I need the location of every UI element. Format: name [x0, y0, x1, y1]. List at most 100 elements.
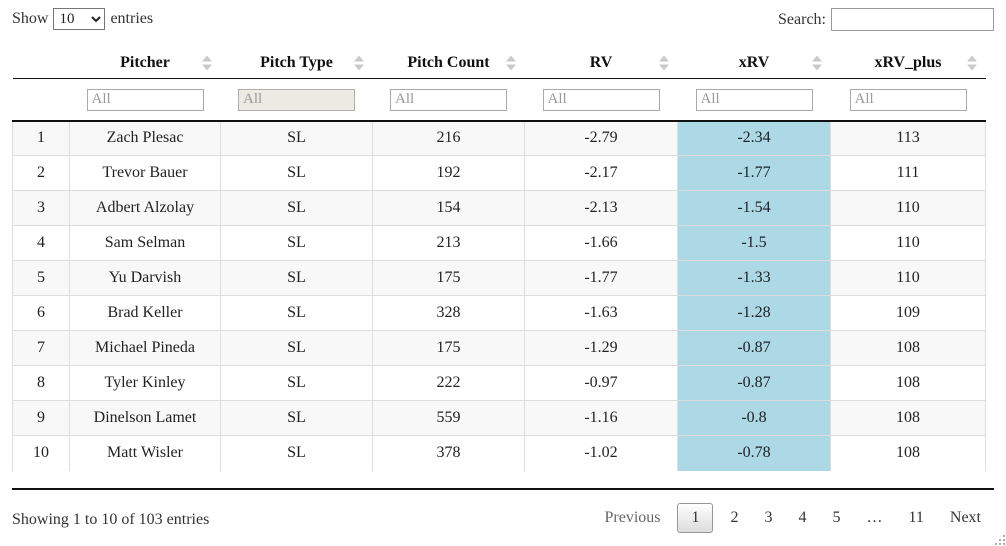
page-button-3[interactable]: 3 [764, 508, 773, 526]
pitch-count-cell: 378 [372, 435, 525, 471]
table-controls: Show 10 entries Search: [12, 8, 994, 42]
datatable-widget: Show 10 entries Search: Pitcher Pi [12, 8, 994, 533]
rv-cell: -2.79 [524, 120, 678, 156]
xrv-filter-input[interactable] [695, 88, 813, 111]
column-header-xrv-plus[interactable]: xRV_plus [830, 48, 986, 79]
column-header-label: xRV [738, 53, 770, 71]
pitch-type-cell: SL [220, 400, 373, 436]
pitcher-cell: Dinelson Lamet [69, 400, 221, 436]
pitch-type-cell: SL [220, 225, 373, 261]
xrv-cell-highlighted: -0.87 [677, 330, 831, 366]
sort-arrows-icon [505, 55, 516, 71]
pitch-count-cell: 192 [372, 155, 525, 191]
column-header-label: xRV_plus [874, 53, 942, 71]
xrv-cell-highlighted: -1.5 [677, 225, 831, 261]
resize-grip-icon[interactable] [994, 534, 1005, 545]
xrv-cell-highlighted: -0.78 [677, 435, 831, 471]
sort-descending-icon [966, 64, 977, 71]
table-row: 6 Brad Keller SL 328 -1.63 -1.28 109 [12, 295, 986, 331]
rank-cell: 10 [12, 435, 70, 471]
rv-cell: -1.77 [524, 260, 678, 296]
pitcher-filter-input[interactable] [86, 88, 204, 111]
column-header-pitch-type[interactable]: Pitch Type [220, 48, 373, 79]
search-label: Search: [778, 10, 826, 28]
sort-ascending-icon [966, 55, 977, 62]
pitcher-cell: Sam Selman [69, 225, 221, 261]
rv-cell: -1.29 [524, 330, 678, 366]
column-header-label: Pitch Type [260, 53, 333, 71]
table-row: 9 Dinelson Lamet SL 559 -1.16 -0.8 108 [12, 400, 986, 436]
xrv-plus-cell: 108 [830, 400, 986, 436]
filter-cell-pitch-count [372, 78, 525, 122]
next-page-button[interactable]: Next [949, 508, 981, 526]
sort-ascending-icon [353, 55, 364, 62]
table-row: 3 Adbert Alzolay SL 154 -2.13 -1.54 110 [12, 190, 986, 226]
xrv-plus-filter-input[interactable] [849, 88, 967, 111]
column-header-pitch-count[interactable]: Pitch Count [372, 48, 525, 79]
column-header-rv[interactable]: RV [524, 48, 678, 79]
sort-ascending-icon [201, 55, 212, 62]
page-length-select[interactable]: 10 [53, 8, 106, 30]
pitch-count-cell: 559 [372, 400, 525, 436]
pitcher-cell: Zach Plesac [69, 120, 221, 156]
rv-filter-input[interactable] [542, 88, 660, 111]
sort-descending-icon [811, 64, 822, 71]
rank-cell: 9 [12, 400, 70, 436]
pagination: Previous 1 2 3 4 5 … 11 Next [591, 502, 994, 533]
filter-cell-rank [12, 78, 70, 122]
rv-cell: -1.02 [524, 435, 678, 471]
xrv-cell-highlighted: -0.8 [677, 400, 831, 436]
column-header-pitcher[interactable]: Pitcher [69, 48, 221, 79]
sort-arrows-icon [201, 55, 212, 71]
pitcher-cell: Trevor Bauer [69, 155, 221, 191]
page-button-4[interactable]: 4 [798, 508, 807, 526]
pitch-count-cell: 175 [372, 260, 525, 296]
page-button-1[interactable]: 1 [677, 502, 714, 533]
pitch-count-cell: 154 [372, 190, 525, 226]
column-header-xrv[interactable]: xRV [677, 48, 831, 79]
pitcher-cell: Michael Pineda [69, 330, 221, 366]
xrv-cell-highlighted: -0.87 [677, 365, 831, 401]
page-button-11[interactable]: 11 [908, 508, 924, 526]
sort-arrows-icon [811, 55, 822, 71]
table-row: 2 Trevor Bauer SL 192 -2.17 -1.77 111 [12, 155, 986, 191]
column-header-label: RV [589, 53, 613, 71]
rank-cell: 6 [12, 295, 70, 331]
pitcher-cell: Adbert Alzolay [69, 190, 221, 226]
filter-cell-rv [524, 78, 678, 122]
pitch-type-cell: SL [220, 295, 373, 331]
previous-page-button[interactable]: Previous [604, 508, 661, 526]
search-input[interactable] [831, 8, 994, 31]
pitch-count-cell: 216 [372, 120, 525, 156]
filter-cell-xrv-plus [830, 78, 986, 122]
filter-cell-pitch-type [220, 78, 373, 122]
pitch-count-cell: 222 [372, 365, 525, 401]
sort-descending-icon [505, 64, 516, 71]
pitch-count-filter-input[interactable] [390, 88, 507, 111]
rv-cell: -2.13 [524, 190, 678, 226]
page-button-5[interactable]: 5 [832, 508, 841, 526]
pitch-type-filter-input[interactable] [238, 88, 355, 111]
sort-ascending-icon [811, 55, 822, 62]
xrv-plus-cell: 108 [830, 365, 986, 401]
page-button-2[interactable]: 2 [730, 508, 739, 526]
pitch-count-cell: 213 [372, 225, 525, 261]
sort-arrows-icon [966, 55, 977, 71]
rv-cell: -1.16 [524, 400, 678, 436]
xrv-plus-cell: 108 [830, 435, 986, 471]
rank-cell: 8 [12, 365, 70, 401]
xrv-cell-highlighted: -2.34 [677, 120, 831, 156]
entries-label: entries [110, 10, 154, 27]
table-body: 1 Zach Plesac SL 216 -2.79 -2.34 113 2 T… [12, 120, 986, 471]
table-row: 4 Sam Selman SL 213 -1.66 -1.5 110 [12, 225, 986, 261]
rank-cell: 7 [12, 330, 70, 366]
pitcher-cell: Brad Keller [69, 295, 221, 331]
rank-cell: 1 [12, 120, 70, 156]
table-row: 10 Matt Wisler SL 378 -1.02 -0.78 108 [12, 435, 986, 471]
pagination-ellipsis: … [866, 508, 883, 526]
table-row: 7 Michael Pineda SL 175 -1.29 -0.87 108 [12, 330, 986, 366]
filter-cell-xrv [677, 78, 831, 122]
table-footer: Showing 1 to 10 of 103 entries Previous … [12, 502, 994, 533]
pitch-type-cell: SL [220, 120, 373, 156]
table-row: 8 Tyler Kinley SL 222 -0.97 -0.87 108 [12, 365, 986, 401]
